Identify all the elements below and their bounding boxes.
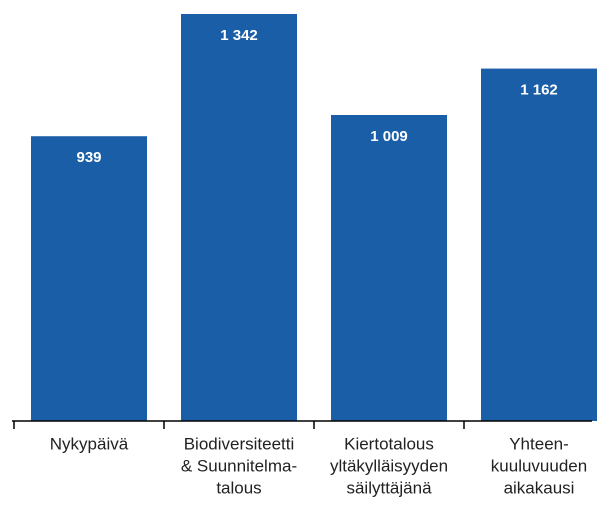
bar — [31, 136, 147, 421]
x-tick-label: Kiertotalous — [344, 434, 434, 453]
x-tick-label: Yhteen- — [509, 434, 569, 453]
x-tick-label: säilyttäjänä — [346, 478, 432, 497]
x-tick-label: talous — [216, 478, 261, 497]
bar — [481, 68, 597, 422]
x-tick-label: kuuluvuuden — [491, 456, 587, 475]
bar — [331, 114, 447, 421]
x-tick-label: Biodiversiteetti — [184, 434, 295, 453]
value-label: 1 342 — [220, 27, 258, 44]
x-tick-label: Nykypäivä — [50, 434, 129, 453]
x-tick-label: yltäkylläisyyden — [330, 456, 448, 475]
value-label: 939 — [76, 149, 101, 166]
bar — [181, 14, 297, 421]
value-label: 1 009 — [370, 128, 408, 145]
x-tick-label: & Suunnitelma- — [181, 456, 297, 475]
value-label: 1 162 — [520, 82, 558, 99]
x-tick-label: aikakausi — [504, 478, 575, 497]
